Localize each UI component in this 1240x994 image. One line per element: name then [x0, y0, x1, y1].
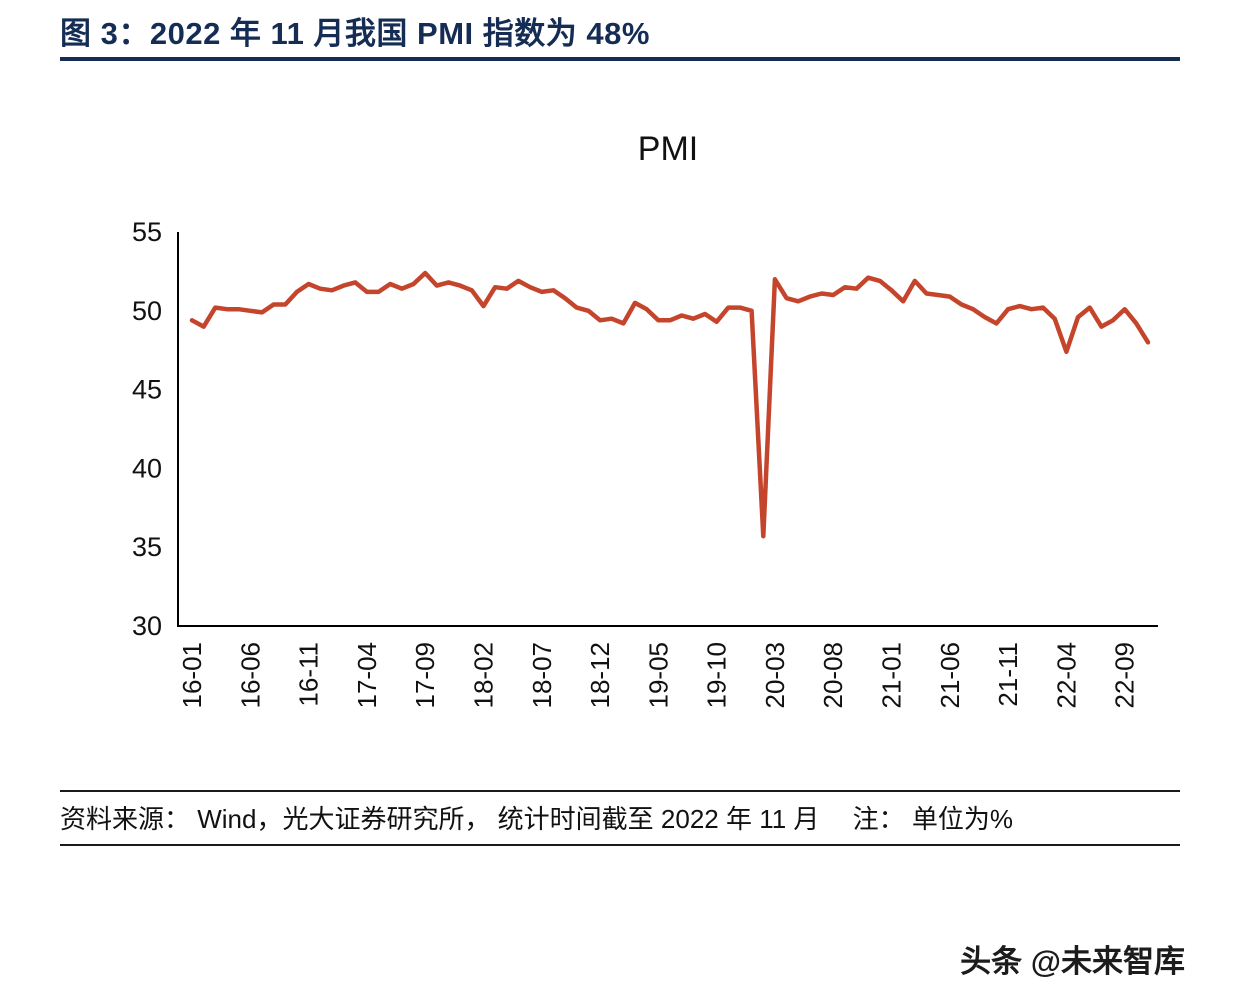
watermark: 头条 @未来智库	[960, 944, 1185, 979]
y-tick-label: 35	[132, 532, 162, 562]
source-divider-bottom	[60, 844, 1180, 846]
x-tick-label: 16-01	[177, 642, 207, 709]
y-tick-label: 30	[132, 611, 162, 641]
x-tick-label: 16-11	[294, 642, 324, 707]
source-note: 资料来源： Wind，光大证券研究所， 统计时间截至 2022 年 11 月 注…	[60, 804, 1013, 834]
figure-title: 图 3：2022 年 11 月我国 PMI 指数为 48%	[60, 16, 650, 51]
x-tick-label: 18-02	[468, 642, 498, 709]
x-tick-label: 21-11	[993, 642, 1023, 707]
x-tick-label: 16-06	[235, 642, 265, 709]
x-tick-label: 17-09	[410, 642, 440, 709]
x-tick-label: 20-03	[760, 642, 790, 709]
x-tick-label: 22-09	[1110, 642, 1140, 709]
x-tick-label: 18-07	[527, 642, 557, 709]
x-tick-label: 21-06	[935, 642, 965, 709]
x-tick-label: 19-05	[643, 642, 673, 709]
y-tick-label: 50	[132, 296, 162, 326]
pmi-line-chart-svg: 55 50 45 40 35 30 16-01 16-06 16-11 17-04 17-09 18-…	[132, 217, 1158, 709]
y-tick-label: 45	[132, 375, 162, 405]
chart-axes	[177, 232, 1158, 627]
pmi-chart: PMI 55 50 45 40 35 30 16-01 16-06 16-11 17-04 17-0…	[0, 100, 1240, 760]
pmi-series-line	[189, 270, 1151, 539]
title-divider	[60, 57, 1180, 61]
y-tick-label: 55	[132, 217, 162, 247]
x-tick-label: 22-04	[1051, 642, 1081, 709]
y-tick-label: 40	[132, 453, 162, 483]
x-tick-label: 19-10	[702, 642, 732, 709]
x-tick-label: 18-12	[585, 642, 615, 709]
x-tick-label: 21-01	[877, 642, 907, 709]
x-tick-label: 17-04	[352, 642, 382, 709]
chart-title: PMI	[637, 130, 699, 168]
source-divider-top	[60, 790, 1180, 792]
x-tick-label: 20-08	[818, 642, 848, 709]
